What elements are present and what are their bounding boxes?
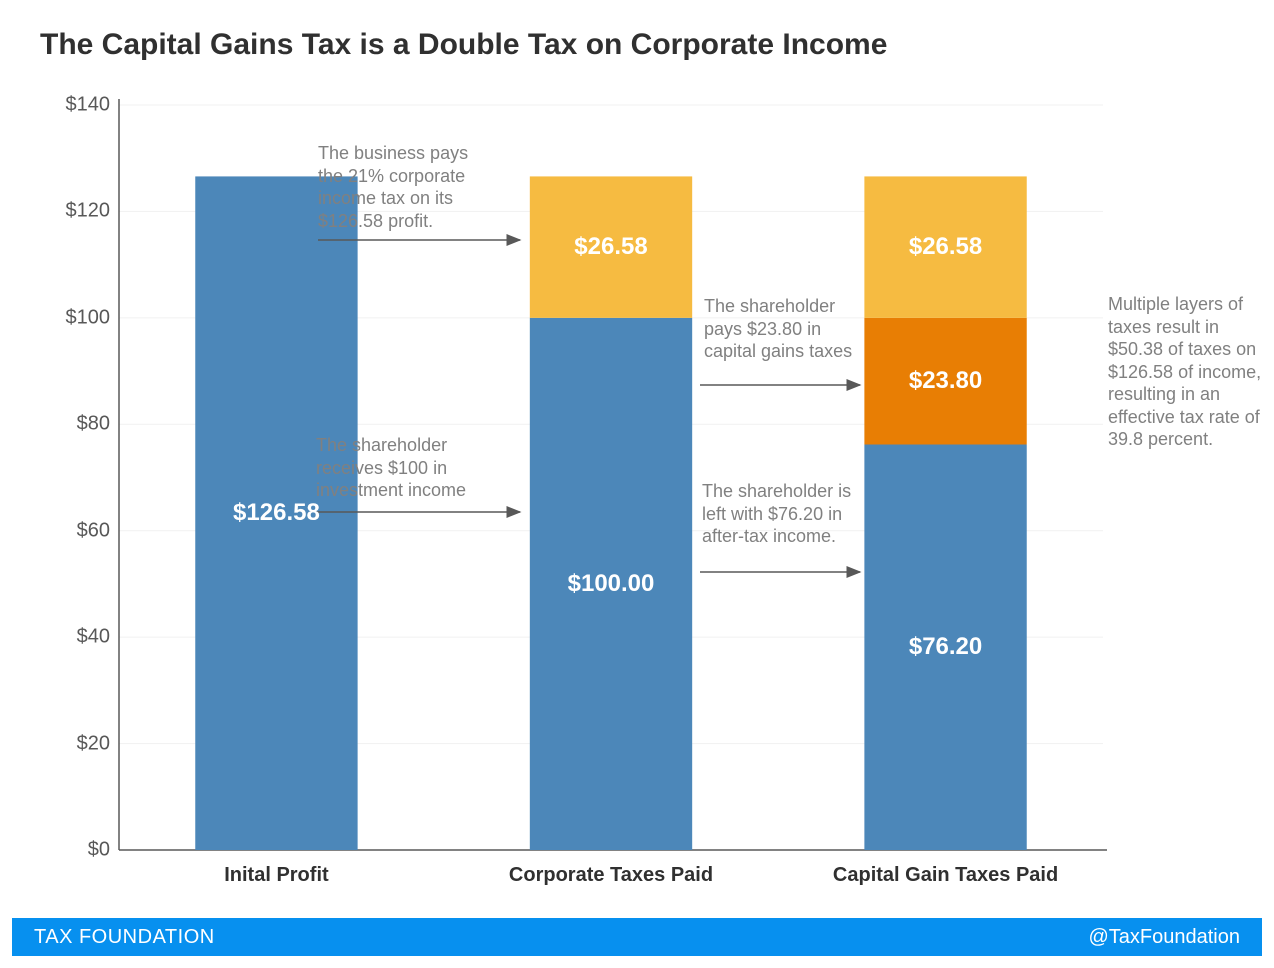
y-tick-label: $60	[48, 519, 110, 542]
bar-segment-label: $26.58	[909, 233, 982, 261]
annotation-text: The shareholder isleft with $76.20 inaft…	[702, 480, 902, 548]
bar-segment-label: $126.58	[233, 499, 320, 527]
bar-segment-label: $76.20	[909, 633, 982, 661]
chart-container: The Capital Gains Tax is a Double Tax on…	[0, 0, 1274, 968]
x-axis-label: Inital Profit	[224, 864, 328, 887]
bar-segment-label: $100.00	[568, 570, 655, 598]
chart-plot	[0, 0, 1274, 968]
footer-left: TAX FOUNDATION	[34, 926, 215, 949]
bar-segment-label: $23.80	[909, 367, 982, 395]
annotation-text: Multiple layers oftaxes result in$50.38 …	[1108, 293, 1274, 451]
annotation-text: The shareholderreceives $100 ininvestmen…	[316, 434, 516, 502]
footer-bar: TAX FOUNDATION @TaxFoundation	[12, 918, 1262, 956]
y-tick-label: $140	[48, 94, 110, 117]
bar-segment-label: $26.58	[574, 233, 647, 261]
y-tick-label: $100	[48, 306, 110, 329]
annotation-text: The business paysthe 21% corporateincome…	[318, 142, 508, 232]
y-tick-label: $20	[48, 732, 110, 755]
annotation-text: The shareholderpays $23.80 incapital gai…	[704, 295, 904, 363]
y-tick-label: $120	[48, 200, 110, 223]
x-axis-label: Capital Gain Taxes Paid	[833, 864, 1058, 887]
y-tick-label: $80	[48, 413, 110, 436]
y-tick-label: $0	[48, 839, 110, 862]
footer-right: @TaxFoundation	[1088, 926, 1240, 949]
y-tick-label: $40	[48, 626, 110, 649]
x-axis-label: Corporate Taxes Paid	[509, 864, 713, 887]
